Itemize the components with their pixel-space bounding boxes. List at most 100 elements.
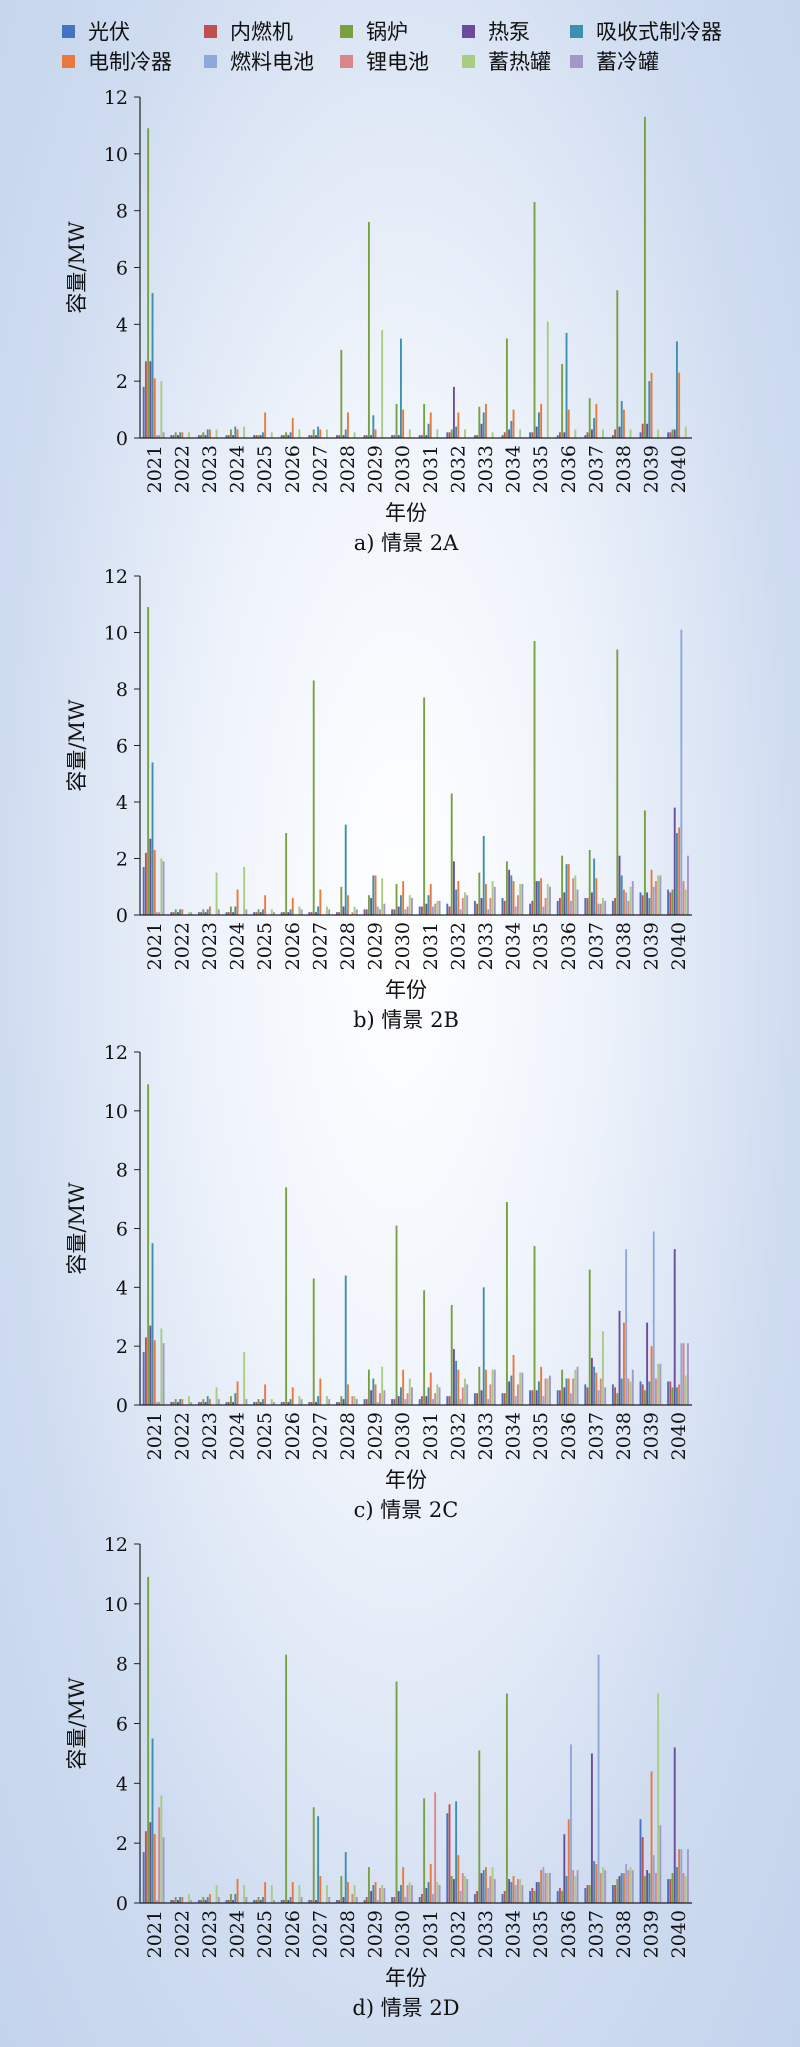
- bar: [374, 875, 377, 915]
- bar: [678, 1384, 681, 1405]
- bar: [379, 909, 381, 915]
- y-tick-label: 6: [116, 1219, 128, 1241]
- bar: [514, 1885, 517, 1903]
- x-tick-label: 2032: [447, 1412, 469, 1460]
- bar: [452, 386, 455, 438]
- x-tick-label: 2024: [227, 445, 249, 493]
- bar: [170, 1900, 173, 1903]
- bar: [570, 1393, 572, 1405]
- bar: [259, 1900, 262, 1903]
- bar: [473, 435, 476, 438]
- y-axis-label: 容量/MW: [65, 699, 89, 792]
- bar: [418, 1897, 421, 1903]
- bar: [229, 1894, 232, 1903]
- bar: [593, 1861, 596, 1903]
- bar: [298, 429, 301, 438]
- bar: [156, 435, 158, 438]
- bar: [489, 898, 492, 915]
- bar: [556, 435, 559, 438]
- bar: [590, 1753, 593, 1903]
- bar: [438, 900, 441, 916]
- bar: [597, 1390, 600, 1405]
- bar: [629, 886, 632, 915]
- bar: [391, 1897, 394, 1903]
- bar: [446, 1396, 449, 1405]
- bar: [549, 1375, 551, 1405]
- bar: [629, 1381, 632, 1405]
- bar: [533, 1891, 536, 1903]
- bar: [675, 833, 678, 915]
- bar: [147, 1576, 150, 1903]
- y-tick-label: 12: [104, 1042, 128, 1064]
- bar: [367, 1369, 370, 1405]
- bar: [544, 1873, 547, 1903]
- bar: [160, 858, 163, 915]
- bar: [438, 1885, 441, 1903]
- bar: [328, 1399, 331, 1405]
- bar: [365, 1399, 368, 1405]
- bar: [312, 429, 315, 438]
- bar: [259, 1402, 262, 1405]
- bar: [423, 1798, 426, 1903]
- x-tick-label: 2025: [254, 1412, 276, 1460]
- bar: [508, 1381, 511, 1405]
- bar: [563, 892, 566, 915]
- x-tick-label: 2035: [530, 1910, 552, 1958]
- bar: [280, 1900, 283, 1903]
- bar: [570, 1744, 572, 1903]
- bar: [393, 1897, 396, 1903]
- bar: [542, 906, 545, 915]
- x-tick-label: 2032: [447, 445, 469, 493]
- x-tick-label: 2039: [641, 1910, 663, 1958]
- bar: [616, 290, 619, 438]
- bar: [687, 855, 689, 915]
- bar: [245, 909, 248, 915]
- x-axis-label: 年份: [385, 978, 427, 1002]
- bar: [408, 1378, 411, 1405]
- bar: [144, 361, 147, 438]
- y-tick-label: 10: [104, 144, 128, 166]
- y-tick-label: 2: [116, 849, 128, 871]
- bar: [310, 435, 313, 438]
- bar: [225, 435, 228, 438]
- bar: [678, 372, 681, 438]
- chart-panel: 0 2 4 6 8 10 12 2021 2022 2023 2024 2025 2026 2027 202…: [65, 566, 692, 1032]
- bar: [535, 1882, 538, 1903]
- bar: [170, 435, 173, 438]
- bar: [503, 1891, 506, 1903]
- bar: [427, 423, 430, 438]
- bar: [643, 1876, 646, 1903]
- bar: [627, 1870, 630, 1903]
- bar: [639, 1819, 642, 1903]
- chart-panel: 0 2 4 6 8 10 12 2021 2022 2023 2024 2025 2026 2027 202…: [65, 1042, 692, 1522]
- bar: [434, 903, 437, 915]
- bar: [257, 1399, 260, 1405]
- x-tick-label: 2028: [337, 1412, 359, 1460]
- bar: [217, 909, 220, 915]
- bar: [643, 810, 646, 915]
- x-axis-label: 年份: [385, 501, 427, 525]
- legend-label: 电制冷器: [88, 50, 172, 74]
- bar: [574, 875, 577, 915]
- bar: [374, 429, 377, 438]
- x-tick-label: 2023: [199, 445, 221, 493]
- bar: [648, 381, 651, 438]
- bar: [535, 881, 538, 915]
- bar: [181, 432, 184, 438]
- bar: [381, 878, 384, 915]
- bar: [153, 1340, 156, 1405]
- bar: [478, 1366, 481, 1405]
- bar: [319, 429, 322, 438]
- x-tick-label: 2037: [585, 445, 607, 493]
- bar: [259, 912, 262, 915]
- bar: [420, 1894, 423, 1903]
- bar: [446, 903, 449, 915]
- x-tick-label: 2039: [641, 445, 663, 493]
- x-tick-label: 2024: [227, 922, 249, 970]
- bar: [363, 909, 366, 915]
- bar: [687, 1343, 689, 1405]
- bar: [328, 1897, 331, 1903]
- bar: [344, 429, 347, 438]
- bar: [209, 1399, 211, 1405]
- bar: [374, 1384, 377, 1405]
